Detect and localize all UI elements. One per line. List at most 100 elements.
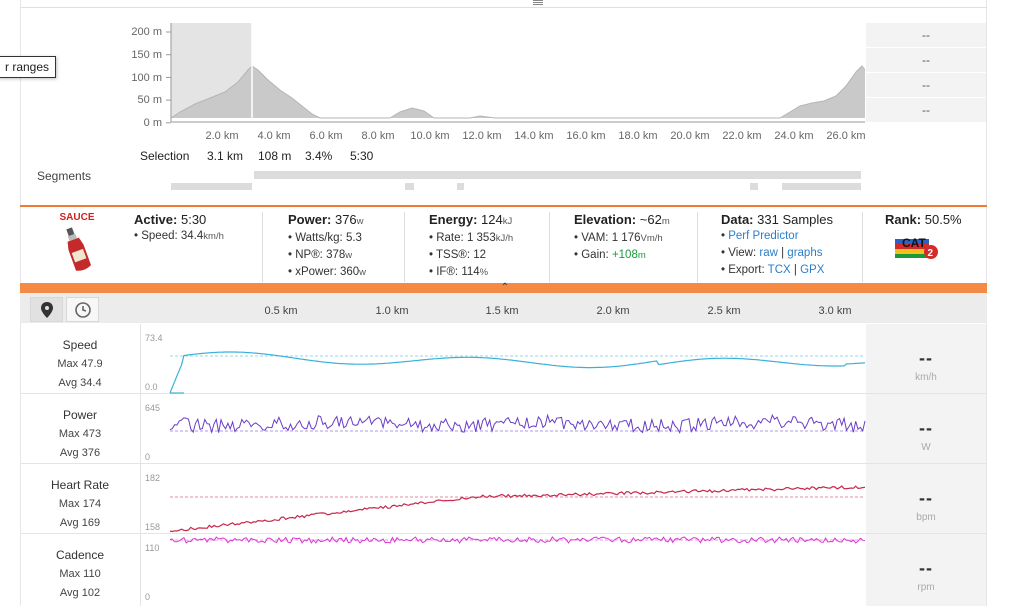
stat-rank: Rank: 50.5% CAT 2 xyxy=(885,212,975,261)
elev-y-tick: 50 m xyxy=(137,94,162,106)
stat-speed-unit: km/h xyxy=(203,231,224,242)
stat-vam-label: VAM: xyxy=(581,232,609,244)
stat-energy-unit: kJ xyxy=(502,216,513,227)
export-separator: | xyxy=(793,264,797,276)
elevation-side-value: -- xyxy=(866,23,986,48)
graph-ymax: 73.4 xyxy=(145,333,163,343)
elev-x-tick: 12.0 km xyxy=(462,130,502,142)
map-pin-icon xyxy=(41,302,53,318)
sauce-bottle-icon xyxy=(66,227,92,271)
graph-x-tick: 1.5 km xyxy=(485,305,519,317)
time-mode-button[interactable] xyxy=(66,297,99,322)
stat-gain-label: Gain: xyxy=(581,249,609,261)
elev-x-tick: 18.0 km xyxy=(618,130,658,142)
elev-x-tick: 10.0 km xyxy=(410,130,450,142)
stat-elevation-value: ~62 xyxy=(639,212,662,227)
graph-unit: km/h xyxy=(915,372,937,383)
chevron-up-icon[interactable]: ⌃ xyxy=(500,282,510,293)
elev-x-tick: 22.0 km xyxy=(722,130,762,142)
selection-distance: 3.1 km xyxy=(207,149,244,163)
graph-ymin: 0 xyxy=(145,592,151,602)
stat-power-unit: w xyxy=(356,216,364,227)
graph-side-value: -- xyxy=(919,348,933,368)
graph-power-label: Power Max 473 Avg 376 xyxy=(20,406,140,463)
perf-predictor-link[interactable]: Perf Predictor xyxy=(728,230,799,242)
graph-name: Cadence xyxy=(55,548,105,562)
divider xyxy=(20,463,987,464)
elev-x-tick: 8.0 km xyxy=(361,130,395,142)
stat-np-value: 378 xyxy=(326,249,346,261)
elev-y-tick: 100 m xyxy=(131,72,162,84)
graph-unit: bpm xyxy=(916,512,936,523)
stat-data: Data: 331 Samples • Perf Predictor • Vie… xyxy=(721,212,834,276)
elev-x-tick: 2.0 km xyxy=(205,130,239,142)
graph-ymax: 110 xyxy=(145,543,160,553)
graph-ymin: 0.0 xyxy=(145,382,158,392)
graph-avg: Avg 102 xyxy=(59,587,101,599)
selection-elevation: 108 m xyxy=(258,149,292,163)
stat-xpower-value: 360 xyxy=(339,266,360,278)
graph-unit: rpm xyxy=(917,582,935,593)
divider xyxy=(862,212,863,282)
stat-if-unit: % xyxy=(479,267,489,278)
graph-x-tick: 2.0 km xyxy=(596,305,630,317)
graph-unit: W xyxy=(921,442,931,453)
view-separator: | xyxy=(781,247,785,259)
export-gpx-link[interactable]: GPX xyxy=(800,264,825,276)
stat-gain-value: +108 xyxy=(611,249,638,261)
badge-num-text: 2 xyxy=(928,248,934,259)
stat-active-title: Active: xyxy=(134,212,178,227)
divider xyxy=(697,212,698,282)
stat-speed-value: 34.4 xyxy=(180,230,204,242)
divider xyxy=(549,212,550,282)
stat-tss-value: 12 xyxy=(473,249,487,261)
stat-elevation-title: Elevation: xyxy=(574,212,637,227)
graph-power-side: -- W xyxy=(866,394,986,463)
graph-x-tick: 2.5 km xyxy=(707,305,741,317)
graph-ymax: 182 xyxy=(145,473,161,483)
elev-y-tick: 0 m xyxy=(143,117,162,129)
stat-data-value: 331 Samples xyxy=(757,212,834,227)
divider xyxy=(262,212,263,282)
accent-divider xyxy=(20,205,987,207)
stat-elevation: Elevation: ~62m • VAM: 1 176Vm/h • Gain:… xyxy=(574,212,670,261)
elev-x-tick: 14.0 km xyxy=(514,130,554,142)
segments-label: Segments xyxy=(37,169,92,183)
clock-icon xyxy=(75,302,91,318)
divider xyxy=(140,324,141,606)
graph-name: Speed xyxy=(62,338,98,352)
distance-mode-button[interactable] xyxy=(30,297,63,322)
graph-heartrate-label: Heart Rate Max 174 Avg 169 xyxy=(20,476,140,533)
elevation-side-value: -- xyxy=(866,48,986,73)
sauce-logo: SAUCE xyxy=(40,212,114,275)
graph-name: Heart Rate xyxy=(50,478,110,492)
elev-x-tick: 26.0 km xyxy=(826,130,866,142)
cat2-badge-icon: CAT 2 xyxy=(895,236,938,259)
collapse-bar[interactable] xyxy=(20,283,987,293)
graph-avg: Avg 376 xyxy=(59,447,101,459)
stat-if-label: IF®: xyxy=(436,266,459,278)
graph-side-value: -- xyxy=(919,488,933,508)
view-raw-link[interactable]: raw xyxy=(759,247,778,259)
view-graphs-link[interactable]: graphs xyxy=(787,247,823,259)
graph-speed-side: -- km/h xyxy=(866,324,986,393)
stat-elevation-unit: m xyxy=(661,216,670,227)
graph-avg: Avg 34.4 xyxy=(58,377,102,389)
stat-rate-value: 1 353 xyxy=(466,232,496,244)
stat-rank-value: 50.5% xyxy=(924,212,962,227)
stat-power-value: 376 xyxy=(334,212,357,227)
graph-ymin: 0 xyxy=(145,452,151,462)
stat-rank-title: Rank: xyxy=(885,212,922,227)
elev-y-tick: 200 m xyxy=(131,26,162,38)
elevation-side-value: -- xyxy=(866,73,986,98)
view-label: View: xyxy=(728,247,757,259)
elev-y-tick: 150 m xyxy=(131,49,162,61)
graph-ymin: 158 xyxy=(145,522,161,532)
export-tcx-link[interactable]: TCX xyxy=(767,264,791,276)
graph-avg: Avg 169 xyxy=(59,517,101,529)
graph-name: Power xyxy=(62,408,97,422)
stat-vam-value: 1 176 xyxy=(611,232,641,244)
stat-wkg-label: Watts/kg: xyxy=(295,232,343,244)
resize-handle[interactable] xyxy=(533,0,543,6)
graph-cadence-side: -- rpm xyxy=(866,534,986,606)
